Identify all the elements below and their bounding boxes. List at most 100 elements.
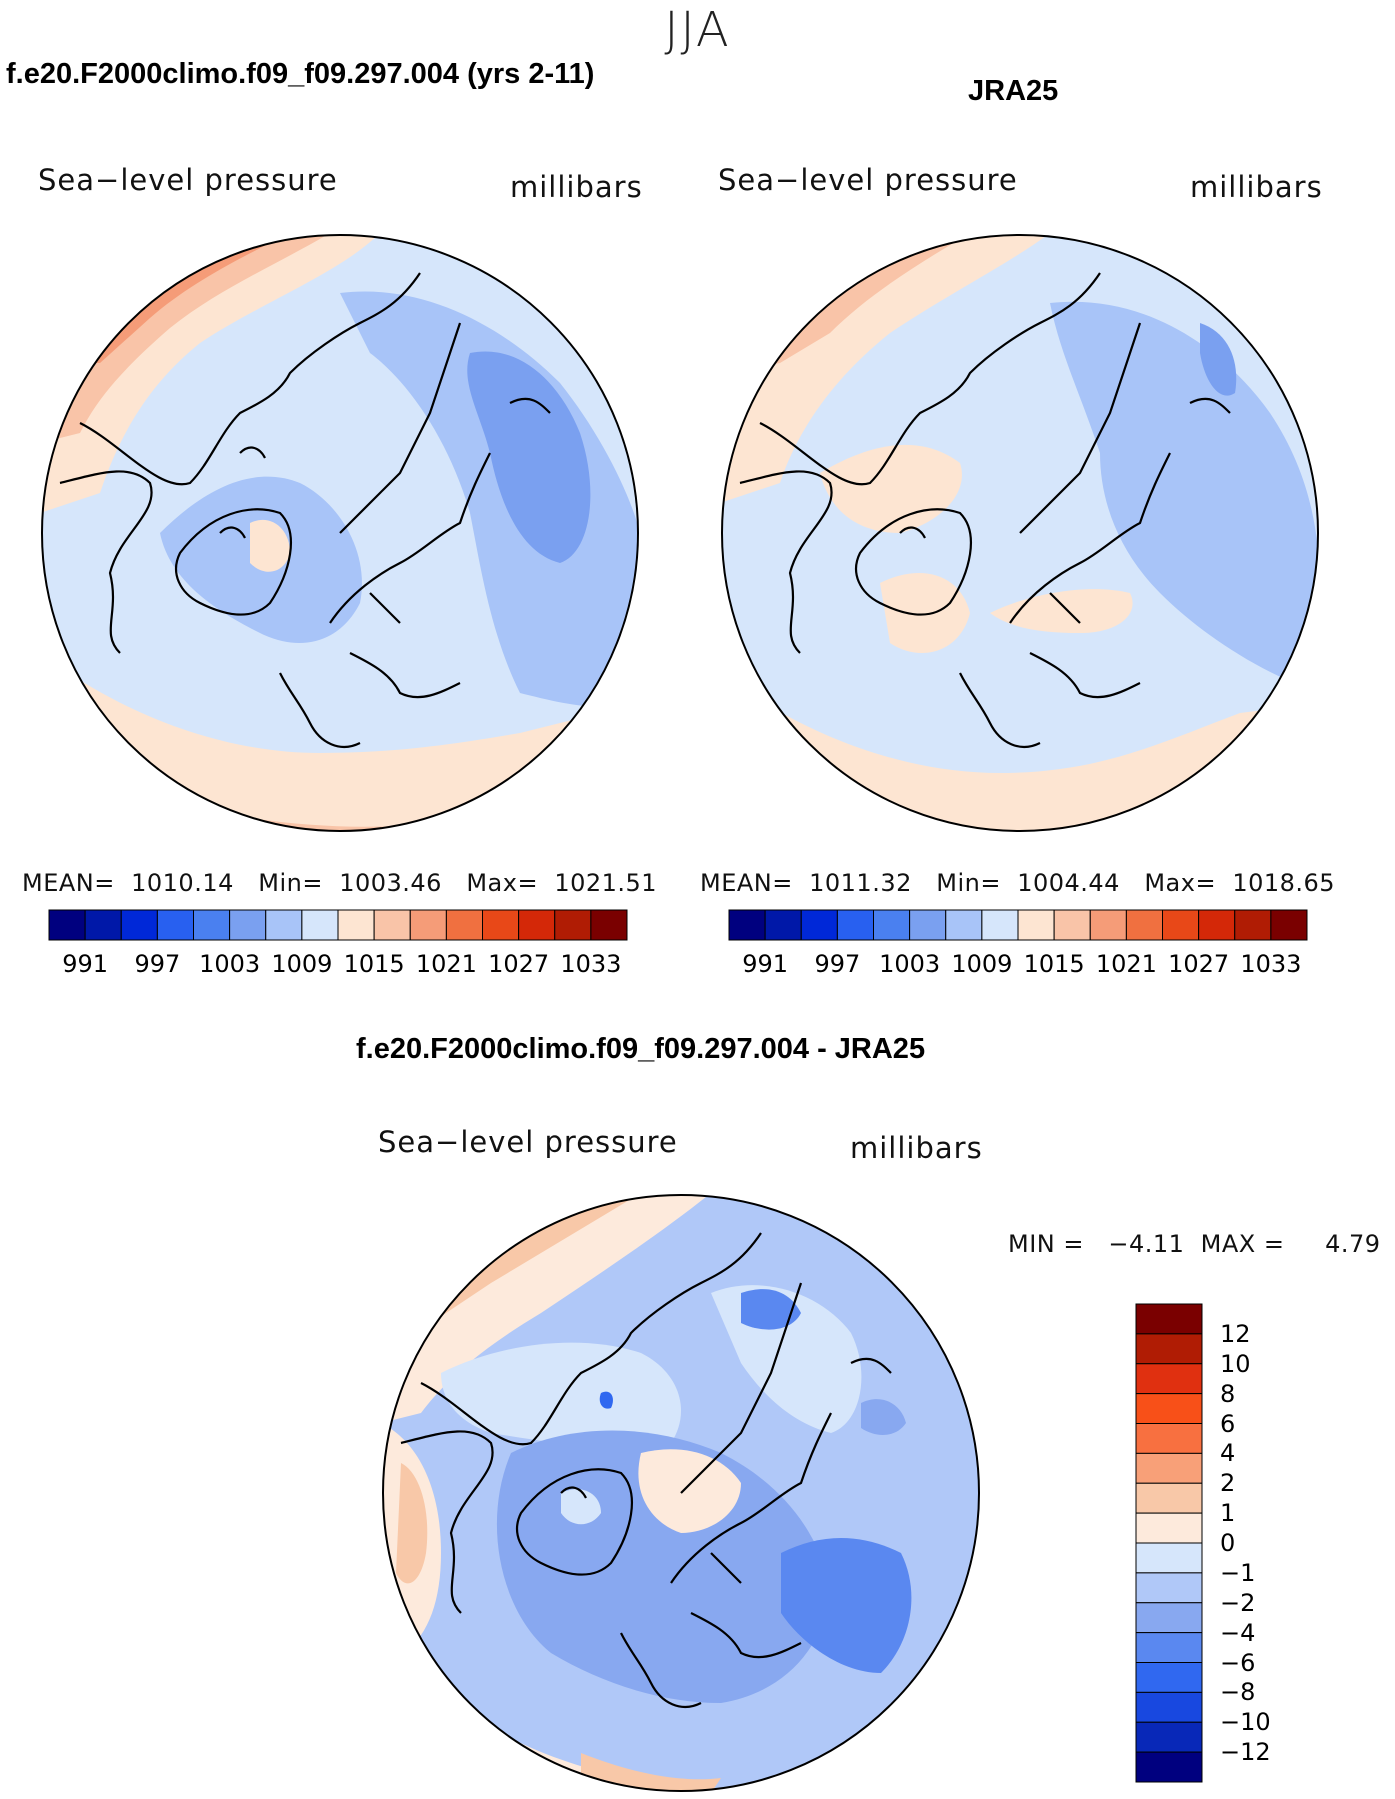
colorbar-tick-label: 4: [1220, 1439, 1236, 1468]
colorbar-swatch: [945, 909, 983, 941]
colorbar-tick-label: −10: [1220, 1708, 1271, 1737]
colorbar-swatch: [1125, 909, 1163, 941]
colorbar-tick-label: 1021: [415, 950, 477, 978]
colorbar-swatch: [590, 909, 628, 941]
colorbar-swatch: [1135, 1542, 1203, 1574]
colorbar-tick-label: 1009: [951, 950, 1013, 978]
colorbar-tick-label: 6: [1220, 1409, 1236, 1438]
panel1-title: f.e20.F2000climo.f09_f09.297.004 (yrs 2-…: [6, 58, 595, 90]
colorbar-swatch: [445, 909, 483, 941]
colorbar-swatch: [265, 909, 303, 941]
panel1-units: millibars: [510, 170, 643, 204]
colorbar-swatch: [48, 909, 86, 941]
colorbar-tick-label: 2: [1220, 1469, 1236, 1498]
panel1-map: [41, 234, 639, 832]
colorbar-swatch: [873, 909, 911, 941]
colorbar-swatch: [409, 909, 447, 941]
colorbar-tick-label: −6: [1220, 1648, 1256, 1677]
colorbar-swatch: [1135, 1423, 1203, 1454]
colorbar-swatch: [482, 909, 520, 941]
colorbar-swatch: [728, 909, 766, 941]
colorbar-tick-label: 1003: [879, 950, 941, 978]
panel3-variable: Sea−level pressure: [378, 1125, 678, 1159]
colorbar-tick-label: 991: [742, 950, 789, 978]
panel2-units: millibars: [1190, 170, 1323, 204]
colorbar-tick-label: 1021: [1095, 950, 1157, 978]
colorbar-swatch: [1017, 909, 1055, 941]
panel2-map: [721, 234, 1319, 832]
colorbar-swatch: [156, 909, 194, 941]
colorbar-swatch: [1198, 909, 1236, 941]
panel1-variable: Sea−level pressure: [38, 163, 338, 197]
colorbar-swatch: [373, 909, 411, 941]
panel3-colorbar-labels: 12 10 8 6 4 2 1 0 −1 −2 −4 −6 −8 −10 −12: [1220, 1304, 1290, 1784]
colorbar-tick-label: −1: [1220, 1558, 1256, 1587]
season-title: JJA: [664, 2, 731, 58]
colorbar-swatch: [1135, 1632, 1203, 1663]
colorbar-swatch: [1135, 1452, 1203, 1484]
colorbar-tick-label: 1015: [343, 950, 405, 978]
colorbar-swatch: [84, 909, 122, 941]
colorbar-tick-label: 8: [1220, 1379, 1236, 1408]
colorbar-swatch: [909, 909, 947, 941]
colorbar-tick-label: 1033: [560, 950, 622, 978]
colorbar-swatch: [1135, 1691, 1203, 1723]
colorbar-swatch: [1053, 909, 1091, 941]
colorbar-tick-label: 1015: [1023, 950, 1085, 978]
colorbar-swatch: [554, 909, 592, 941]
panel3-title: f.e20.F2000climo.f09_f09.297.004 - JRA25: [356, 1033, 926, 1065]
colorbar-swatch: [1270, 909, 1308, 941]
panel1-colorbar: [48, 909, 628, 941]
colorbar-swatch: [1135, 1482, 1203, 1514]
colorbar-tick-label: −8: [1220, 1678, 1256, 1707]
panel2-colorbar: [728, 909, 1308, 941]
colorbar-swatch: [1135, 1721, 1203, 1753]
colorbar-swatch: [1135, 1363, 1203, 1395]
colorbar-tick-label: 10: [1220, 1349, 1251, 1378]
colorbar-tick-label: 1027: [1168, 950, 1230, 978]
colorbar-tick-label: 12: [1220, 1319, 1251, 1348]
colorbar-swatch: [1135, 1512, 1203, 1544]
colorbar-swatch: [229, 909, 267, 941]
colorbar-swatch: [193, 909, 231, 941]
colorbar-swatch: [518, 909, 556, 941]
colorbar-swatch: [120, 909, 158, 941]
panel2-title: JRA25: [968, 75, 1059, 107]
colorbar-swatch: [337, 909, 375, 941]
colorbar-swatch: [764, 909, 802, 941]
colorbar-swatch: [981, 909, 1019, 941]
colorbar-swatch: [1089, 909, 1127, 941]
colorbar-tick-label: 0: [1220, 1529, 1236, 1557]
colorbar-swatch: [836, 909, 874, 941]
colorbar-swatch: [1135, 1393, 1203, 1424]
colorbar-swatch: [1135, 1751, 1203, 1783]
colorbar-tick-label: 1033: [1240, 950, 1302, 978]
panel1-colorbar-ticks: 991 997 1003 1009 1015 1021 1027 1033: [49, 950, 627, 980]
panel1-stats: MEAN= 1010.14 Min= 1003.46 Max= 1021.51: [22, 869, 658, 897]
colorbar-tick-label: 997: [814, 950, 861, 978]
panel2-colorbar-ticks: 991 997 1003 1009 1015 1021 1027 1033: [729, 950, 1307, 980]
colorbar-swatch: [1135, 1662, 1203, 1693]
colorbar-swatch: [1162, 909, 1200, 941]
colorbar-tick-label: 1009: [271, 950, 333, 978]
colorbar-tick-label: 1003: [199, 950, 261, 978]
colorbar-tick-label: 1: [1220, 1499, 1236, 1528]
panel3-colorbar: [1135, 1303, 1203, 1783]
colorbar-swatch: [800, 909, 838, 941]
colorbar-swatch: [1135, 1333, 1203, 1365]
panel2-variable: Sea−level pressure: [718, 163, 1018, 197]
colorbar-tick-label: 997: [134, 950, 181, 978]
colorbar-swatch: [1135, 1602, 1203, 1634]
colorbar-swatch: [1135, 1303, 1203, 1335]
colorbar-swatch: [301, 909, 339, 941]
panel3-stats: MIN = −4.11 MAX = 4.79: [1008, 1230, 1381, 1258]
colorbar-tick-label: −4: [1220, 1618, 1256, 1647]
panel3-units: millibars: [850, 1131, 983, 1165]
colorbar-tick-label: −2: [1220, 1588, 1256, 1617]
colorbar-tick-label: −12: [1220, 1738, 1271, 1767]
panel2-stats: MEAN= 1011.32 Min= 1004.44 Max= 1018.65: [700, 869, 1336, 897]
colorbar-swatch: [1234, 909, 1272, 941]
colorbar-tick-label: 991: [62, 950, 109, 978]
colorbar-tick-label: 1027: [488, 950, 550, 978]
panel3-map: [382, 1194, 980, 1792]
